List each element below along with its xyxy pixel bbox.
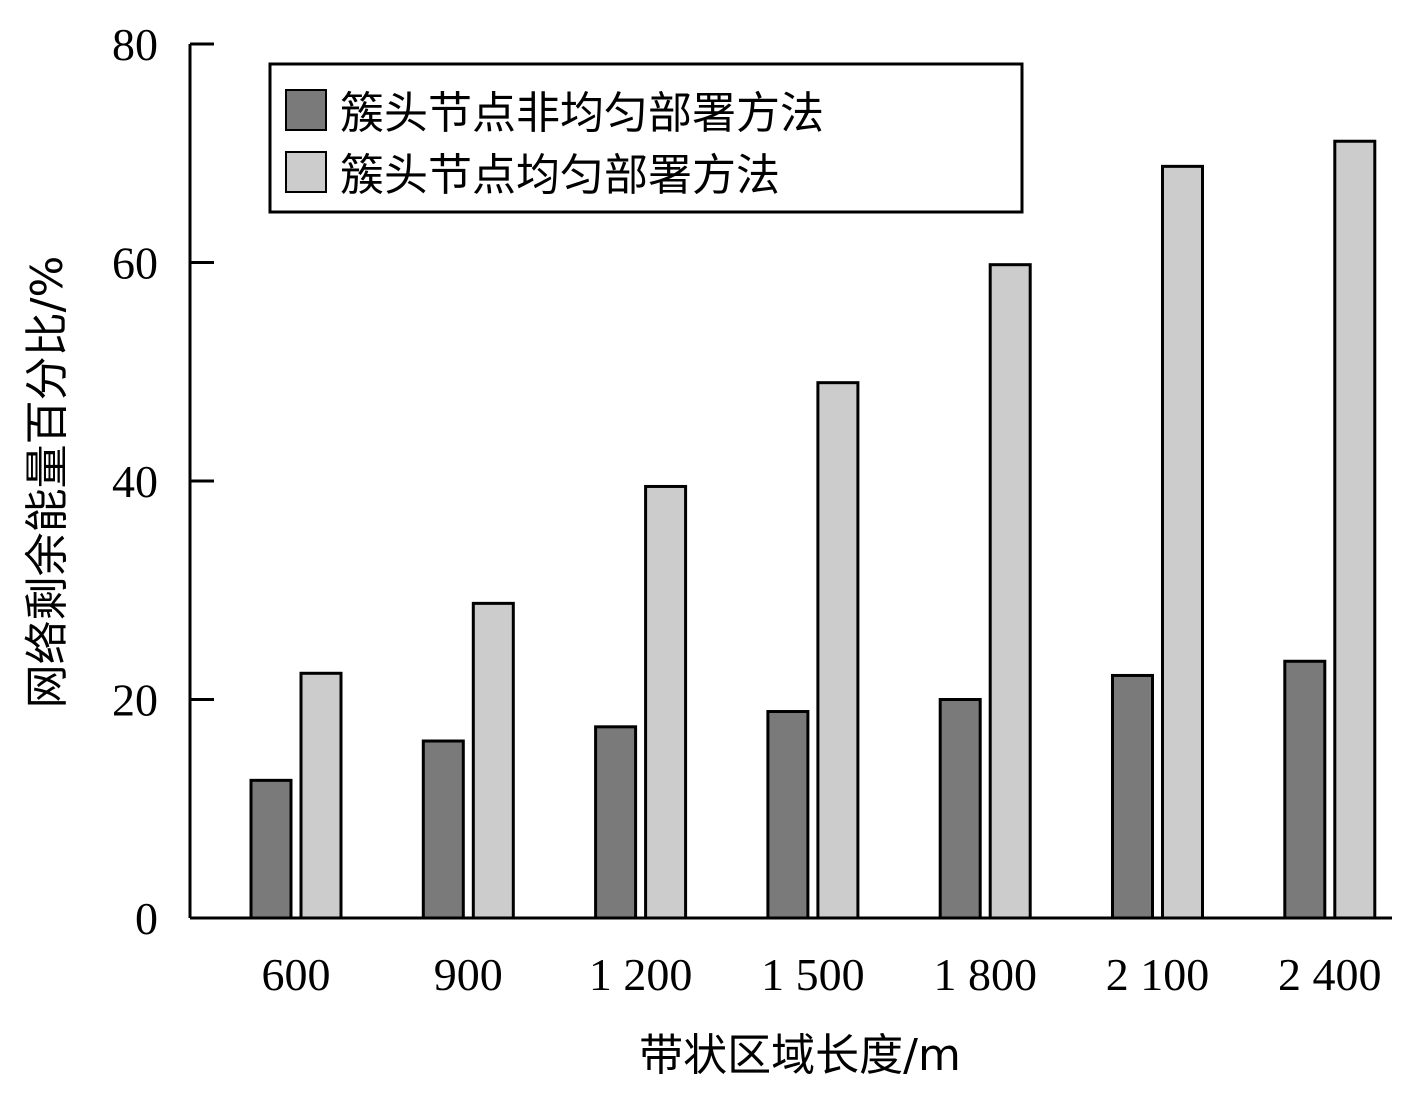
bar-non-uniform-2 bbox=[594, 725, 638, 920]
bar-uniform-2 bbox=[644, 484, 688, 920]
x-tick-label: 2 100 bbox=[1106, 949, 1210, 1000]
y-tick-label: 0 bbox=[135, 893, 158, 944]
bar-non-uniform-1 bbox=[421, 739, 465, 920]
bar-non-uniform-5 bbox=[1111, 673, 1154, 920]
x-tick-label: 1 200 bbox=[589, 949, 693, 1000]
legend-swatch-non-uniform bbox=[285, 89, 327, 131]
legend-label-uniform: 簇头节点均匀部署方法 bbox=[340, 150, 780, 201]
bar-uniform-3 bbox=[816, 381, 860, 920]
bar-non-uniform-6 bbox=[1283, 659, 1327, 920]
bars-group bbox=[249, 139, 1377, 920]
bar-uniform-1 bbox=[471, 601, 515, 920]
legend-swatch-uniform bbox=[285, 151, 327, 193]
y-axis-title: 网络剩余能量百分比/% bbox=[22, 256, 73, 709]
bar-uniform-0 bbox=[299, 671, 343, 920]
legend-box bbox=[268, 62, 1024, 214]
bar-uniform-6 bbox=[1333, 139, 1377, 920]
y-tick-label: 40 bbox=[112, 456, 158, 507]
y-tick-label: 80 bbox=[112, 19, 158, 70]
x-tick-label: 600 bbox=[262, 949, 331, 1000]
y-tick-label: 20 bbox=[112, 675, 158, 726]
x-axis-title: 带状区域长度/m bbox=[639, 1030, 961, 1081]
x-tick-label: 900 bbox=[434, 949, 503, 1000]
x-tick-label: 2 400 bbox=[1278, 949, 1382, 1000]
bar-non-uniform-4 bbox=[938, 698, 982, 920]
x-ticks-group: 600 900 1 200 1 500 1 800 2 100 2 400 bbox=[262, 949, 1382, 1000]
y-tick-label: 60 bbox=[112, 238, 158, 289]
bar-uniform-4 bbox=[988, 263, 1032, 920]
legend: 簇头节点非均匀部署方法 簇头节点均匀部署方法 bbox=[268, 62, 1024, 214]
bar-uniform-5 bbox=[1161, 164, 1204, 920]
x-tick-label: 1 800 bbox=[933, 949, 1037, 1000]
legend-label-non-uniform: 簇头节点非均匀部署方法 bbox=[340, 88, 824, 139]
x-tick-label: 1 500 bbox=[761, 949, 865, 1000]
y-ticks-group: 0 20 40 60 80 bbox=[112, 19, 214, 944]
bar-non-uniform-3 bbox=[766, 710, 810, 920]
bar-non-uniform-0 bbox=[249, 778, 293, 920]
